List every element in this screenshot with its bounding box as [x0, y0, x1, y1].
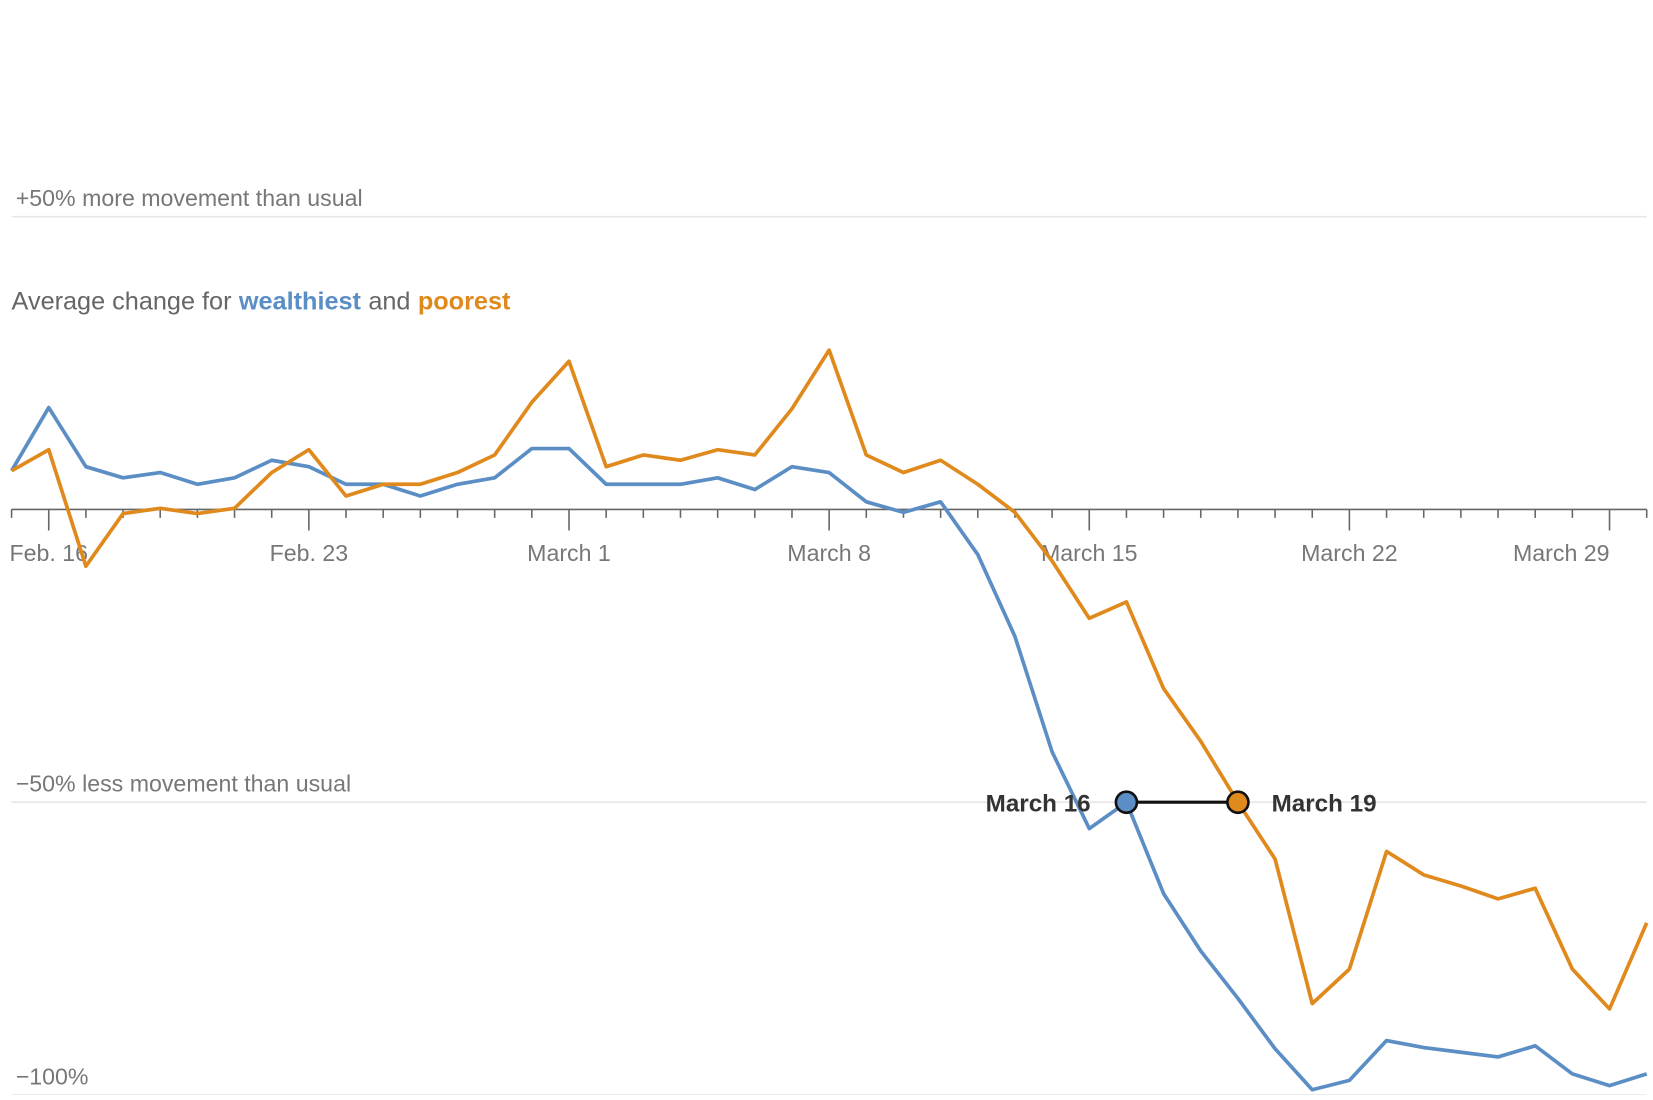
x-tick-label: Feb. 16	[9, 540, 88, 566]
x-tick-label: March 29	[1513, 540, 1610, 566]
annotation-label: March 19	[1272, 791, 1377, 818]
x-tick-label: March 22	[1301, 540, 1398, 566]
legend-wealthiest: wealthiest	[238, 288, 362, 316]
y-tick-label: −50% less movement than usual	[16, 771, 351, 797]
series-line	[9, 405, 1648, 1092]
x-tick-label: March 1	[527, 540, 611, 566]
annotation-marker	[1114, 790, 1139, 815]
annotation-marker	[1226, 790, 1250, 815]
series-line	[10, 348, 1649, 1011]
y-tick-label: +50% more movement than usual	[16, 185, 363, 211]
annotation-label: March 16	[986, 791, 1091, 818]
x-tick-label: Feb. 23	[270, 540, 349, 566]
legend-poorest: poorest	[418, 288, 511, 316]
y-tick-label: −100%	[16, 1063, 89, 1089]
x-tick-label: March 8	[787, 540, 871, 566]
subtitle-joiner: and	[368, 288, 410, 316]
subtitle-prefix: Average change for	[12, 288, 232, 316]
x-tick-label: March 15	[1041, 540, 1138, 566]
subtitle: Average change for wealthiest and poorest	[12, 288, 511, 316]
